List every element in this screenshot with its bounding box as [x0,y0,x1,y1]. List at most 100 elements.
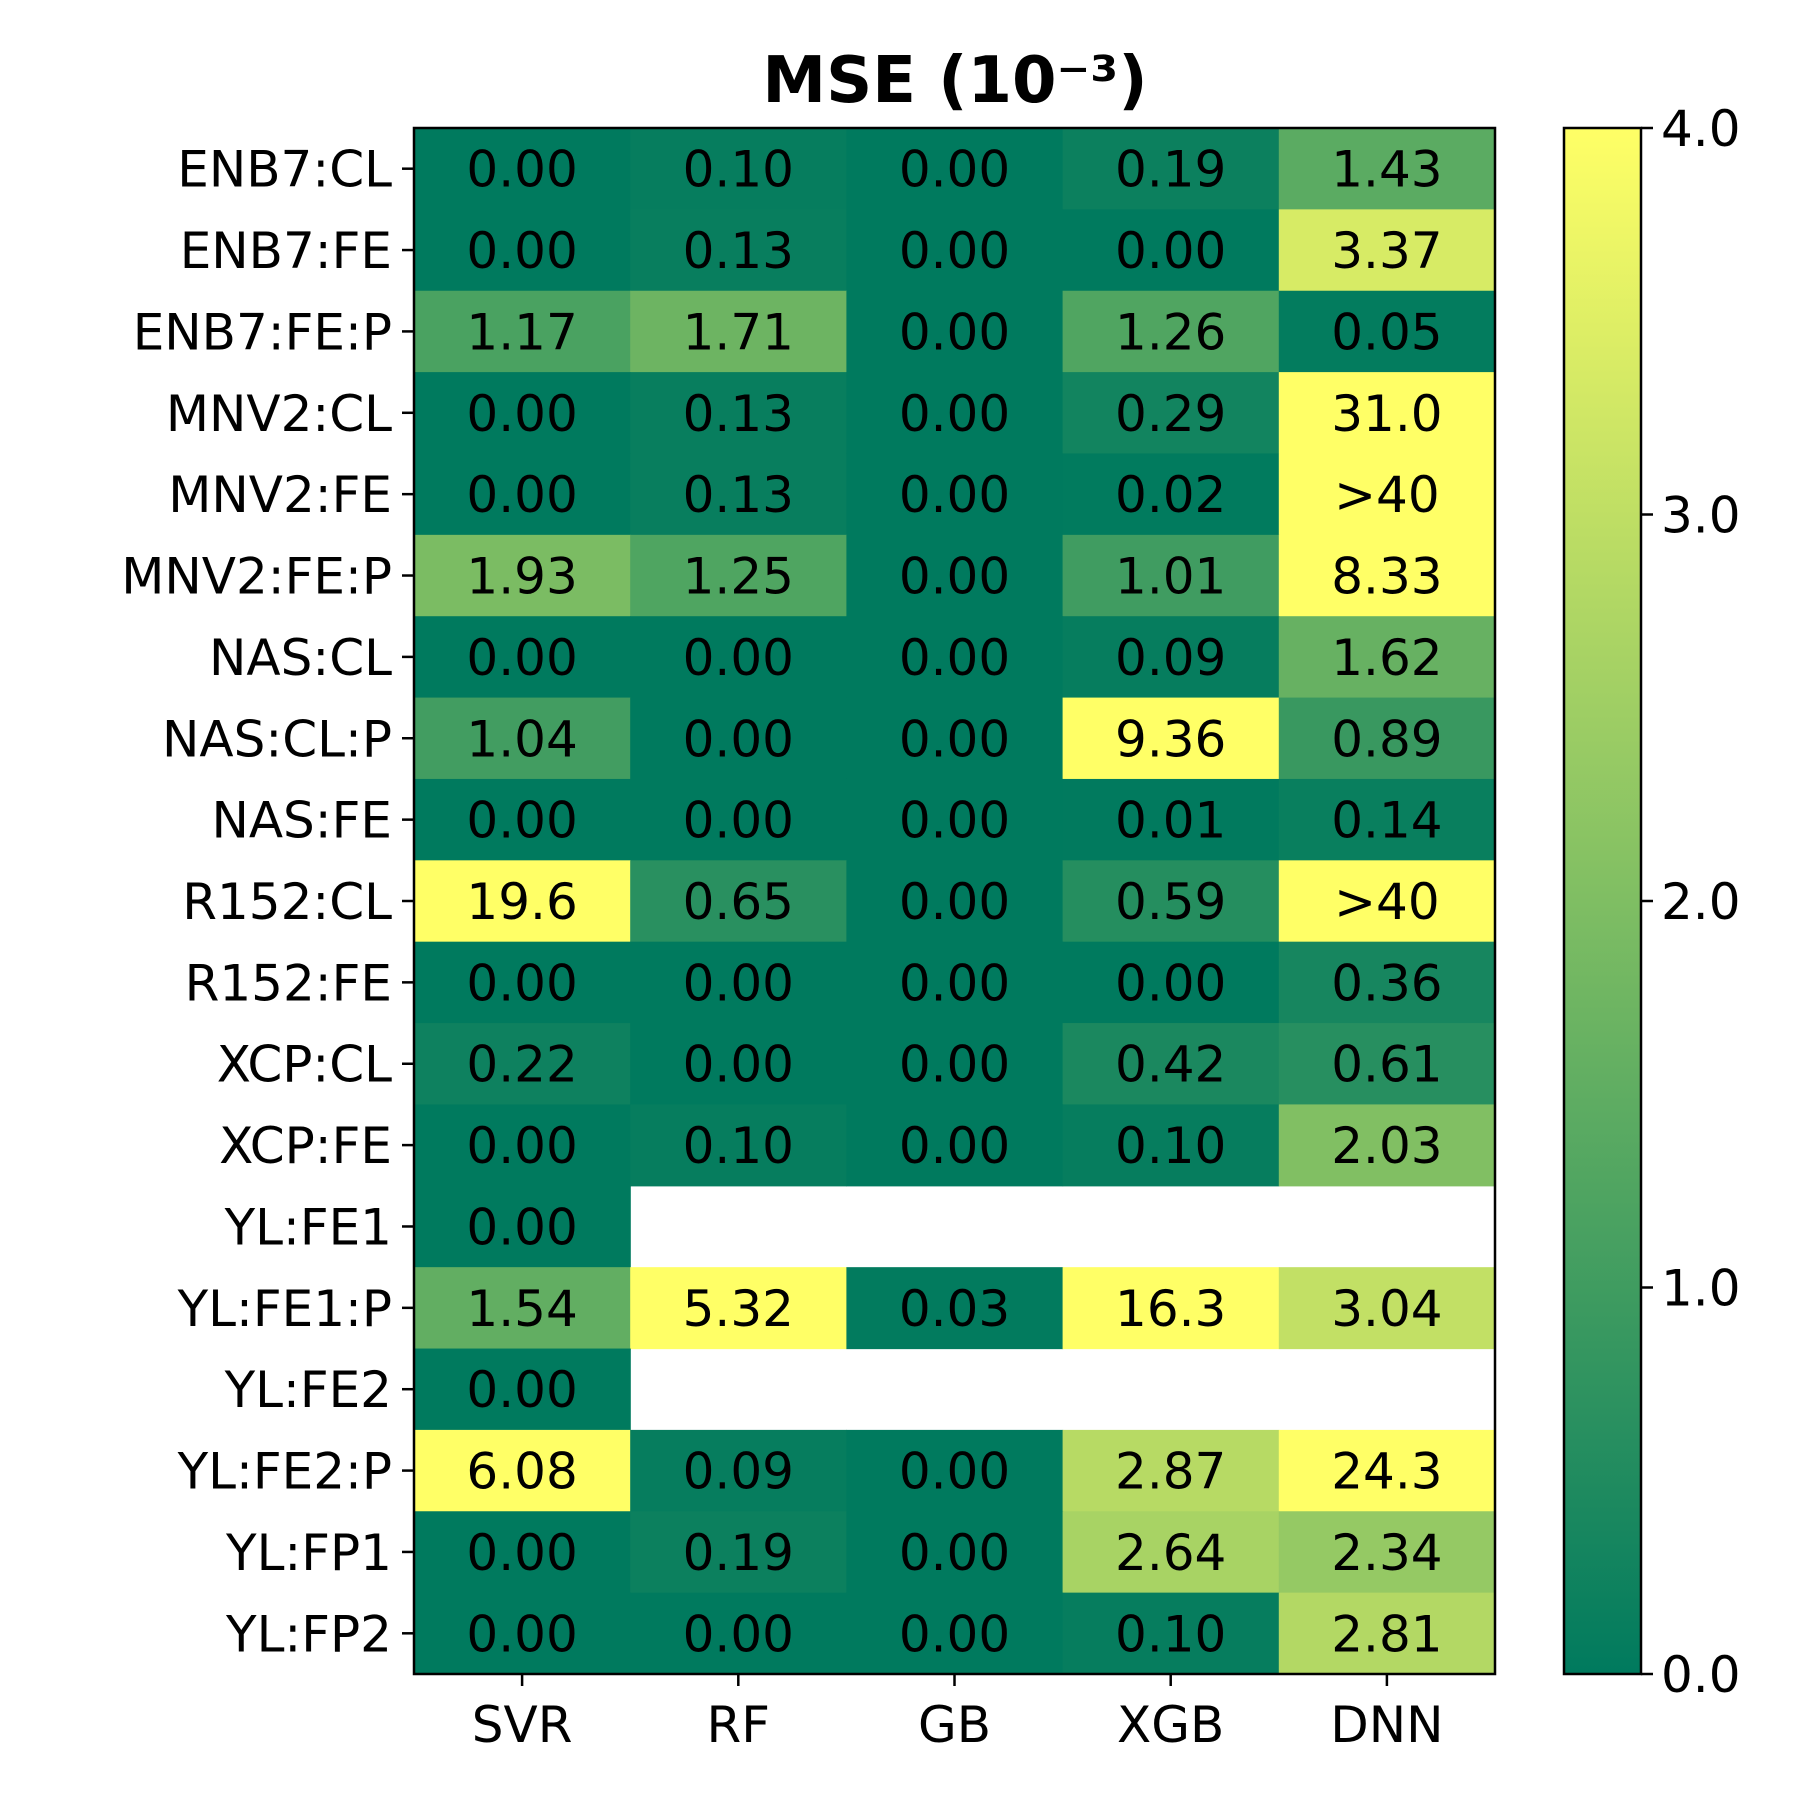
heatmap-cell [846,1104,1064,1187]
heatmap-cell [630,209,847,292]
cell-value-label: 3.37 [1331,222,1442,280]
cell-value-label: 0.00 [899,548,1010,606]
cell-value-label: 0.10 [1115,1117,1226,1175]
cell-value-label: 0.00 [899,385,1010,443]
y-tick-label: YL:FP2 [225,1605,392,1663]
heatmap-cell [414,1185,631,1268]
x-tick-label: DNN [1330,1696,1443,1754]
heatmap-cell [1062,534,1280,617]
heatmap-cell [630,128,847,210]
cell-value-label: 9.36 [1115,710,1226,768]
y-tick-label: MNV2:CL [166,385,392,443]
cell-value-label: 0.00 [899,792,1010,850]
cell-value-label: 0.00 [683,792,794,850]
cell-value-label: 19.6 [466,873,577,931]
cell-value-label: 0.00 [899,141,1010,199]
heatmap-cell [414,1023,631,1106]
cell-value-label: 0.09 [1115,629,1226,687]
heatmap-cell [846,941,1064,1024]
cell-value-label: 0.00 [899,222,1010,280]
heatmap-cell [630,372,847,455]
cell-value-label: 16.3 [1115,1280,1226,1338]
cell-value-label: 0.00 [466,954,577,1012]
heatmap-cell [414,778,631,861]
heatmap-cell [1062,209,1280,292]
heatmap-cell [1278,941,1496,1024]
cell-value-label: 0.00 [466,1524,577,1582]
cell-value-label: >40 [1334,466,1440,524]
heatmap-cells [414,128,1496,1675]
cell-value-label: 0.00 [466,385,577,443]
colorbar-tick-label: 0.0 [1661,1646,1741,1704]
cell-value-label: 0.10 [683,141,794,199]
cell-value-label: 0.89 [1331,710,1442,768]
x-axis: SVR RF GB XGB DNN [472,1674,1444,1754]
heatmap-cell [1278,372,1496,455]
y-tick-label: NAS:CL [209,629,392,687]
cell-value-label: 2.34 [1331,1524,1442,1582]
heatmap-cell [1062,290,1280,373]
cell-value-label: 0.00 [1115,954,1226,1012]
y-tick-label: R152:CL [182,873,392,931]
heatmap-cell [630,1104,847,1187]
heatmap-cell [414,372,631,455]
cell-value-label: 0.03 [899,1280,1010,1338]
heatmap-cell [846,453,1064,536]
cell-value-label: 0.10 [683,1117,794,1175]
heatmap-cell [414,1104,631,1187]
heatmap-cell [414,128,631,210]
heatmap-cell [846,209,1064,292]
chart-title: MSE (10⁻³) [762,44,1147,118]
cell-value-label: 1.71 [683,303,794,361]
heatmap-cell [846,1023,1064,1106]
heatmap-cell [1062,697,1280,780]
y-tick-label: NAS:CL:P [162,710,392,768]
heatmap-cell [1062,1429,1280,1512]
heatmap-cell [414,616,631,699]
y-tick-label: NAS:FE [211,792,392,850]
cell-value-label: 0.00 [466,141,577,199]
heatmap-cell [846,534,1064,617]
heatmap-cell [1062,128,1280,210]
x-tick-label: GB [918,1696,991,1754]
y-tick-label: XCP:FE [219,1117,392,1175]
colorbar-tick-label: 4.0 [1661,100,1741,158]
cell-value-label: 0.02 [1115,466,1226,524]
colorbar-tick-label: 1.0 [1661,1260,1741,1318]
cell-value-label: >40 [1334,873,1440,931]
heatmap-cell [630,860,847,943]
y-tick-label: ENB7:CL [177,141,392,199]
heatmap-cell [630,1023,847,1106]
heatmap-cell [1278,1592,1496,1675]
cell-value-label: 0.00 [899,1443,1010,1501]
heatmap-cell [846,1592,1064,1675]
cell-value-label: 0.19 [683,1524,794,1582]
heatmap-cell [414,1348,631,1431]
cell-value-label: 1.17 [466,303,577,361]
colorbar-axis: 0.0 1.0 2.0 3.0 4.0 [1641,100,1741,1704]
cell-value-label: 0.05 [1331,303,1442,361]
heatmap-cell [1062,860,1280,943]
heatmap-cell [414,941,631,1024]
heatmap-cell-labels: 0.00 0.10 0.00 0.19 1.43 0.00 0.13 0.00 0.00 3.37… [466,141,1442,1664]
cell-value-label: 3.04 [1331,1280,1442,1338]
cell-value-label: 1.93 [466,548,577,606]
heatmap-cell [1278,1267,1496,1350]
cell-value-label: 0.01 [1115,792,1226,850]
heatmap-cell [630,1592,847,1675]
y-tick-label: YL:FE2:P [177,1443,392,1501]
heatmap-cell [846,1267,1064,1350]
cell-value-label: 0.00 [466,222,577,280]
heatmap-cell [1278,290,1496,373]
heatmap-cell [630,941,847,1024]
cell-value-label: 0.14 [1331,792,1442,850]
cell-value-label: 1.25 [683,548,794,606]
cell-value-label: 0.61 [1331,1036,1442,1094]
heatmap-cell [1062,1104,1280,1187]
heatmap-cell [630,697,847,780]
heatmap-cell [414,1592,631,1675]
cell-value-label: 0.00 [1115,222,1226,280]
heatmap-cell [414,1267,631,1350]
heatmap-cell [1278,616,1496,699]
